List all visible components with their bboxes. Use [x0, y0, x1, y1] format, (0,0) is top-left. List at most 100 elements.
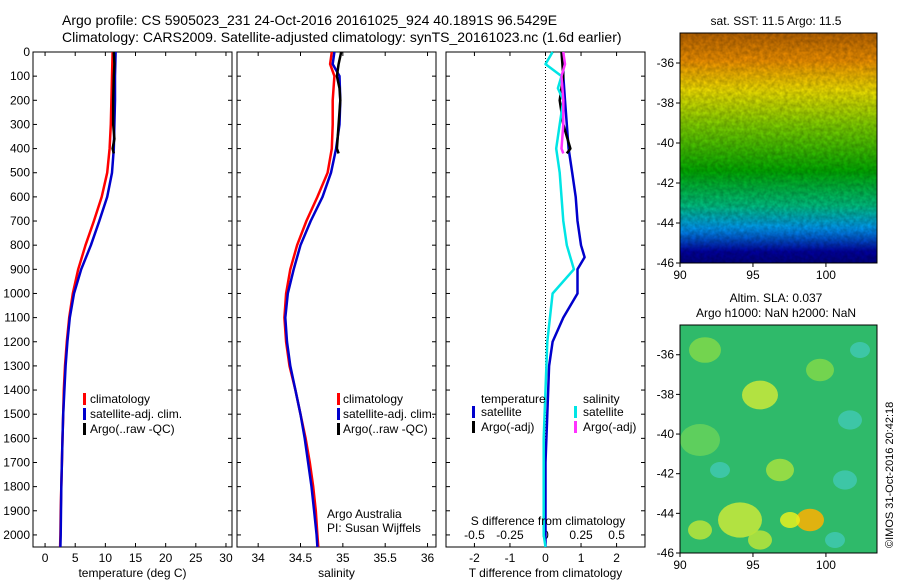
sla-blob — [688, 520, 712, 540]
legend-title-salinity: salinity — [583, 392, 620, 406]
x-tick-label: 10 — [99, 551, 113, 565]
map-x-tick-label: 95 — [746, 268, 760, 282]
salinity-panel: 34 34.5 35 35.5 36 salinity — [236, 51, 437, 580]
y-tick-label: 1500 — [3, 407, 30, 421]
sla-blob — [689, 337, 721, 363]
x-tick-label: 34.5 — [289, 551, 313, 565]
sla-anomalies — [680, 337, 870, 550]
sla-blob — [796, 508, 824, 532]
header-line1: Argo profile: CS 5905023_231 24-Oct-2016… — [62, 12, 557, 28]
legend-label-argo: Argo(..raw -QC) — [343, 422, 428, 436]
legend-swatch-s-satellite — [574, 406, 577, 418]
sst-map-title: sat. SST: 11.5 Argo: 11.5 — [711, 14, 842, 28]
x-tick-label: 35.5 — [374, 551, 398, 565]
y-tick-label: 700 — [10, 214, 30, 228]
y-tick-label: 900 — [10, 262, 30, 276]
sst-map-axes: 90 95 100 -36 -38 -40 -42 -44 -46 — [657, 56, 837, 282]
map-y-tick-label: -46 — [657, 546, 675, 560]
sst-texture — [680, 33, 877, 263]
map-y-tick-label: -38 — [657, 387, 675, 401]
legend-label-satellite: satellite-adj. clim. — [90, 407, 182, 421]
pi-label: PI: Susan Wijffels — [327, 521, 421, 535]
header-line2: Climatology: CARS2009. Satellite-adjuste… — [62, 29, 622, 45]
legend-label-climatology: climatology — [343, 392, 403, 406]
map-x-tick-label: 95 — [746, 558, 760, 572]
credit-label: ©IMOS 31-Oct-2016 20:42:18 — [884, 402, 896, 548]
s-tick-label: -0.5 — [464, 528, 485, 542]
y-tick-label: 200 — [10, 93, 30, 107]
series-line — [544, 52, 586, 547]
legend-swatch-t-satellite — [472, 406, 475, 418]
series-line — [542, 51, 576, 548]
x-tick-label: 35 — [336, 551, 350, 565]
legend-label-s-satellite: satellite — [583, 405, 624, 419]
x-tick-label: 20 — [159, 551, 173, 565]
map-y-tick-label: -46 — [657, 256, 675, 270]
sst-map — [679, 32, 878, 264]
institution-label: Argo Australia — [327, 507, 402, 521]
legend-swatch-satellite — [337, 408, 340, 420]
x-tick-label: 15 — [129, 551, 143, 565]
legend-swatch-argo — [83, 423, 86, 435]
map-y-tick-label: -44 — [657, 216, 675, 230]
y-tick-label: 800 — [10, 238, 30, 252]
sla-blob — [748, 530, 772, 550]
sla-map-subtitle: Argo h1000: NaN h2000: NaN — [696, 306, 856, 320]
sla-blob — [766, 458, 794, 482]
y-tick-label: 1600 — [3, 431, 30, 445]
y-tick-label: 300 — [10, 117, 30, 131]
legend-swatch-t-argo — [472, 421, 475, 433]
x-tick-label: -2 — [469, 551, 480, 565]
salinity-frame — [236, 51, 437, 548]
series-line — [335, 51, 343, 154]
temperature-frame — [32, 51, 233, 548]
y-tick-label: 1400 — [3, 383, 30, 397]
map-x-tick-label: 100 — [816, 268, 836, 282]
series-line — [560, 51, 567, 154]
map-y-tick-label: -38 — [657, 96, 675, 110]
salinity-xlabel: salinity — [318, 566, 355, 580]
temperature-xlabel: temperature (deg C) — [78, 566, 186, 580]
x-tick-label: 36 — [421, 551, 435, 565]
sla-blob — [825, 532, 845, 548]
x-tick-label: 0 — [542, 551, 549, 565]
map-y-tick-label: -42 — [657, 467, 675, 481]
sla-blob — [806, 358, 834, 382]
y-tick-label: 1800 — [3, 480, 30, 494]
series-line — [58, 51, 114, 548]
legend-swatch-satellite — [83, 408, 86, 420]
sla-map-frame — [679, 324, 878, 554]
y-tick-label: 1900 — [3, 504, 30, 518]
y-tick-label: 600 — [10, 190, 30, 204]
legend-label-s-argo: Argo(-adj) — [583, 420, 636, 434]
sst-map-frame — [679, 32, 878, 264]
map-x-tick-label: 100 — [816, 558, 836, 572]
difference-panel: -2 -1 0 1 2-0.5 -0.25 0 0.25 0.5T difference fro… — [445, 51, 646, 580]
y-tick-label: 1200 — [3, 335, 30, 349]
sla-blob — [838, 410, 862, 430]
legend-title-temperature: temperature — [481, 392, 546, 406]
y-tick-label: 400 — [10, 142, 30, 156]
x-tick-label: 34 — [251, 551, 265, 565]
map-y-tick-label: -42 — [657, 176, 675, 190]
y-tick-label: 2000 — [3, 528, 30, 542]
x-tick-label: -1 — [505, 551, 516, 565]
sla-blob — [850, 342, 870, 358]
salinity-legend: climatology satellite-adj. clim. Argo(..… — [337, 392, 435, 436]
s-tick-label: -0.25 — [496, 528, 524, 542]
temperature-panel: 0 5 10 15 20 25 300100200300400500600700800900… — [3, 45, 233, 580]
sla-blob — [718, 502, 762, 538]
sla-blob — [780, 512, 800, 528]
y-tick-label: 1700 — [3, 455, 30, 469]
x-tick-label: 30 — [219, 551, 233, 565]
y-tick-label: 1000 — [3, 286, 30, 300]
sla-blob — [710, 462, 730, 478]
y-tick-label: 1300 — [3, 359, 30, 373]
s-tick-label: 0.25 — [569, 528, 593, 542]
y-tick-label: 1100 — [4, 311, 30, 325]
x-tick-label: 1 — [578, 551, 585, 565]
legend-label-satellite: satellite-adj. clim. — [343, 407, 435, 421]
legend-label-t-satellite: satellite — [481, 405, 522, 419]
map-y-tick-label: -36 — [657, 348, 675, 362]
